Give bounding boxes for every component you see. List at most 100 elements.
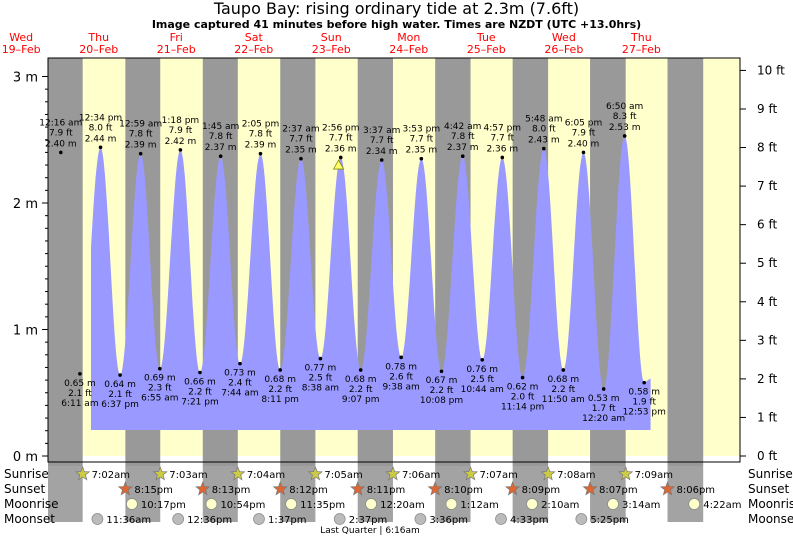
day-date: 20–Feb [79, 43, 118, 56]
high-tide-time: 12:59 am [119, 120, 162, 130]
y-right-tick-label: 10 ft [757, 63, 785, 77]
low-tide-point [198, 370, 202, 375]
sunrise-time: 7:06am [402, 470, 440, 481]
moonset-time: 3:36pm [429, 515, 468, 526]
moonset-icon [414, 513, 427, 525]
sunset-icon [195, 481, 211, 496]
sunset-row-label-right: Sunset [748, 482, 789, 496]
sunset-row-label: Sunset [4, 482, 45, 496]
moonrise-icon [205, 498, 218, 510]
moonset-icon [495, 513, 507, 525]
moonset-icon [91, 513, 104, 525]
y-right-tick-label: 4 ft [757, 295, 777, 309]
low-tide-ft: 2.3 ft [148, 384, 172, 394]
high-tide-m: 2.36 m [486, 144, 518, 154]
sunset-time: 8:11pm [367, 485, 406, 496]
night-band-lower [435, 466, 471, 522]
low-tide-point [561, 368, 566, 372]
low-tide-ft: 2.5 ft [470, 375, 494, 385]
sunrise-time: 7:04am [247, 470, 285, 481]
sunrise-time: 7:02am [92, 470, 130, 481]
low-tide-point [358, 368, 363, 372]
sunset-time: 8:09pm [522, 485, 561, 496]
moonset-row-label: Moonset [4, 512, 55, 526]
low-tide-time: 9:38 am [382, 382, 419, 392]
low-tide-m: 0.58 m [628, 388, 660, 398]
high-tide-ft: 7.9 ft [169, 126, 193, 136]
sunrise-row-label-right: Sunrise [748, 467, 793, 481]
night-band-lower [48, 466, 83, 522]
low-tide-m: 0.68 m [264, 375, 296, 385]
low-tide-time: 12:53 pm [623, 408, 666, 418]
moonrise-time: 11:35pm [300, 500, 345, 511]
sunset-icon [582, 481, 598, 496]
moonset-time: 5:25pm [590, 515, 629, 526]
day-weekday: Fri [170, 31, 183, 44]
moonrise-row-label-right: Moonrise [748, 497, 793, 511]
low-tide-time: 7:44 am [221, 389, 258, 399]
sunrise-time: 7:09am [635, 470, 673, 481]
night-band-lower [125, 466, 161, 522]
low-tide-time: 8:38 am [302, 384, 339, 394]
high-tide-ft: 8.0 ft [532, 125, 556, 135]
page-title: Taupo Bay: rising ordinary tide at 2.3m … [213, 0, 580, 18]
sunset-time: 8:15pm [134, 485, 173, 496]
high-tide-ft: 7.7 ft [409, 135, 433, 145]
low-tide-ft: 2.1 ft [108, 390, 132, 400]
moonset-row-label-right: Moonset [748, 512, 793, 526]
day-weekday: Tue [476, 31, 496, 44]
low-tide-time: 9:07 pm [342, 395, 380, 405]
day-headers: Wed19–FebThu20–FebFri21–FebSat22–FebSun2… [2, 31, 661, 56]
low-tide-time: 6:37 pm [101, 400, 139, 410]
low-tide-point [480, 358, 485, 362]
low-tide-point [78, 371, 82, 376]
day-weekday: Wed [552, 31, 576, 44]
sunset-time: 8:12pm [289, 485, 328, 496]
low-tide-time: 7:21 pm [181, 398, 219, 408]
high-tide-m: 2.34 m [366, 147, 398, 157]
high-tide-point [379, 158, 384, 162]
high-tide-time: 3:53 pm [403, 125, 441, 135]
sunrise-icon [462, 466, 479, 481]
sunset-time: 8:10pm [444, 485, 483, 496]
night-band-lower [590, 466, 626, 522]
high-tide-time: 2:37 am [282, 125, 319, 135]
high-tide-ft: 7.8 ft [249, 130, 273, 140]
moonrise-time: 1:12am [460, 500, 498, 511]
y-right-tick-label: 0 ft [757, 449, 777, 463]
high-tide-time: 12:16 am [39, 118, 82, 128]
moonrise-icon [526, 498, 538, 510]
low-tide-m: 0.73 m [224, 369, 256, 379]
sunset-icon [427, 481, 443, 496]
high-tide-m: 2.42 m [165, 137, 197, 147]
sunrise-icon [385, 466, 401, 481]
sunrise-icon [152, 466, 168, 481]
moonset-icon [575, 513, 588, 525]
moonrise-time: 2:10am [541, 500, 579, 511]
day-date: 19–Feb [2, 43, 41, 56]
high-tide-point [500, 155, 505, 160]
high-tide-m: 2.36 m [325, 144, 357, 154]
sunrise-time: 7:03am [169, 470, 207, 481]
moonset-time: 11:36am [106, 515, 151, 526]
high-tide-point [258, 151, 263, 156]
moonrise-icon [688, 498, 701, 510]
low-tide-time: 6:55 am [141, 394, 178, 404]
sunrise-row-label: Sunrise [4, 467, 49, 481]
y-left-tick-label: 0 m [13, 450, 38, 465]
high-tide-point [299, 156, 303, 161]
moonrise-time: 10:54pm [220, 500, 265, 511]
axes: 0 m 1 m 2 m 3 m 0 ft 1 ft 2 ft 3 ft 4 ft 5 ft 6 ft… [13, 63, 785, 465]
sunrise-time: 7:07am [480, 470, 518, 481]
high-tide-m: 2.37 m [205, 143, 237, 153]
low-tide-m: 0.68 m [547, 375, 579, 385]
low-tide-m: 0.62 m [507, 383, 539, 393]
low-tide-m: 0.67 m [426, 376, 458, 386]
low-tide-ft: 2.1 ft [68, 389, 92, 399]
moonrise-time: 4:22am [703, 500, 741, 511]
sunset-icon [505, 481, 521, 496]
high-tide-ft: 7.7 ft [329, 133, 353, 143]
day-weekday: Thu [630, 31, 652, 44]
low-tide-point [439, 369, 444, 374]
